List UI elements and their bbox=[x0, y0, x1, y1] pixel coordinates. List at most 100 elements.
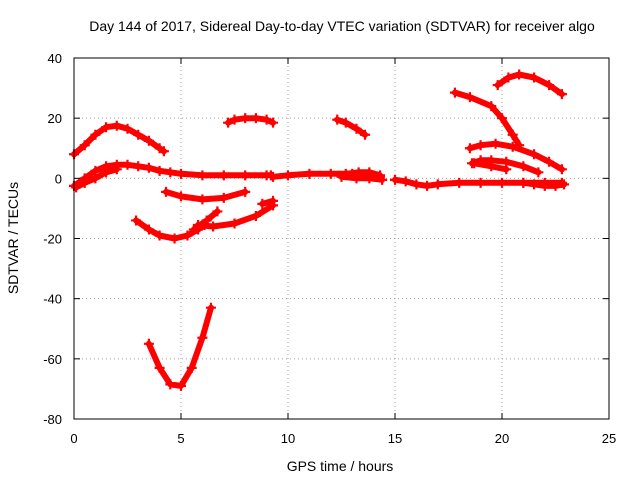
data-point bbox=[188, 224, 199, 235]
series-line bbox=[494, 71, 565, 98]
data-point bbox=[111, 164, 122, 175]
data-point bbox=[143, 135, 154, 146]
data-point bbox=[503, 72, 514, 83]
data-point bbox=[464, 143, 475, 154]
data-point bbox=[143, 338, 154, 349]
series-arc-1 bbox=[69, 120, 169, 160]
data-point bbox=[411, 179, 422, 190]
data-point bbox=[497, 177, 507, 188]
data-point bbox=[475, 140, 486, 151]
data-point bbox=[197, 194, 208, 205]
data-point bbox=[556, 164, 567, 175]
data-point bbox=[501, 164, 512, 175]
series-line bbox=[338, 173, 386, 183]
data-point bbox=[539, 180, 550, 191]
data-point bbox=[422, 180, 433, 191]
data-point bbox=[212, 206, 223, 217]
data-point bbox=[218, 170, 229, 181]
data-point bbox=[79, 140, 90, 151]
data-point bbox=[518, 161, 529, 172]
series-line bbox=[71, 122, 167, 158]
data-point bbox=[101, 167, 112, 178]
x-tick-label: 20 bbox=[495, 431, 509, 446]
data-point bbox=[377, 174, 388, 185]
data-point bbox=[449, 87, 460, 98]
data-point bbox=[169, 233, 180, 244]
data-point bbox=[223, 117, 234, 128]
y-tick-label: 20 bbox=[48, 111, 62, 126]
y-tick-label: -20 bbox=[43, 232, 62, 247]
data-point bbox=[165, 167, 176, 178]
data-point bbox=[475, 177, 486, 188]
tick-marks bbox=[73, 57, 610, 420]
series-line bbox=[71, 161, 274, 189]
data-point bbox=[165, 379, 176, 390]
x-axis-label: GPS time / hours bbox=[287, 458, 394, 474]
data-point bbox=[122, 159, 133, 170]
data-point bbox=[143, 162, 154, 173]
y-axis-label: SDTVAR / TECUs bbox=[5, 182, 21, 294]
data-point bbox=[133, 129, 144, 140]
data-point bbox=[143, 224, 154, 235]
data-point bbox=[197, 332, 208, 343]
data-point bbox=[176, 191, 186, 202]
data-point bbox=[201, 215, 212, 226]
data-point bbox=[490, 138, 501, 149]
data-point bbox=[90, 173, 101, 184]
data-point bbox=[122, 123, 133, 134]
data-point bbox=[529, 72, 540, 83]
data-point bbox=[268, 195, 279, 206]
data-point bbox=[486, 101, 497, 112]
series-arc-6 bbox=[161, 186, 251, 205]
data-point bbox=[497, 113, 507, 124]
data-point bbox=[544, 156, 555, 167]
data-point bbox=[336, 171, 347, 182]
series-line bbox=[334, 116, 368, 138]
data-point bbox=[529, 179, 540, 190]
data-point bbox=[240, 170, 251, 181]
data-point bbox=[90, 129, 101, 140]
data-point bbox=[101, 122, 112, 133]
y-tick-label: -60 bbox=[43, 352, 62, 367]
data-point bbox=[351, 173, 362, 184]
data-point bbox=[550, 180, 561, 191]
data-point bbox=[197, 170, 208, 181]
series-arc-14 bbox=[336, 171, 388, 185]
x-tick-label: 0 bbox=[70, 431, 77, 446]
data-point bbox=[218, 192, 229, 203]
data-point bbox=[559, 179, 570, 190]
data-point bbox=[176, 380, 186, 391]
data-point bbox=[182, 230, 193, 241]
data-point bbox=[154, 230, 165, 241]
data-point bbox=[229, 114, 240, 125]
series-arc-16 bbox=[518, 177, 570, 191]
data-point bbox=[486, 161, 497, 172]
data-point bbox=[176, 168, 186, 179]
tick-labels: 0 5 10 15 20 25 -80 -60 -40 -20 0 20 40 bbox=[43, 51, 616, 446]
data-point bbox=[186, 362, 197, 373]
series-arc-5 bbox=[332, 114, 371, 140]
data-point bbox=[351, 123, 362, 134]
data-point bbox=[79, 177, 90, 188]
series-arc-3 bbox=[71, 164, 122, 193]
y-tick-label: 40 bbox=[48, 51, 62, 66]
data-point bbox=[268, 117, 279, 128]
data-point bbox=[332, 114, 343, 125]
data-point bbox=[111, 120, 122, 131]
x-tick-label: 25 bbox=[602, 431, 616, 446]
data-point bbox=[261, 114, 272, 125]
data-point bbox=[133, 161, 144, 172]
series-arc-19 bbox=[464, 138, 567, 175]
data-point bbox=[250, 210, 261, 221]
data-point bbox=[257, 198, 268, 209]
data-point bbox=[208, 221, 219, 232]
chart-title: Day 144 of 2017, Sidereal Day-to-day VTE… bbox=[89, 18, 595, 34]
data-point bbox=[325, 168, 336, 179]
x-tick-label: 15 bbox=[388, 431, 402, 446]
x-tick-label: 10 bbox=[281, 431, 295, 446]
data-point bbox=[161, 186, 172, 197]
data-point bbox=[507, 141, 518, 152]
data-point bbox=[154, 362, 165, 373]
data-point bbox=[432, 179, 443, 190]
